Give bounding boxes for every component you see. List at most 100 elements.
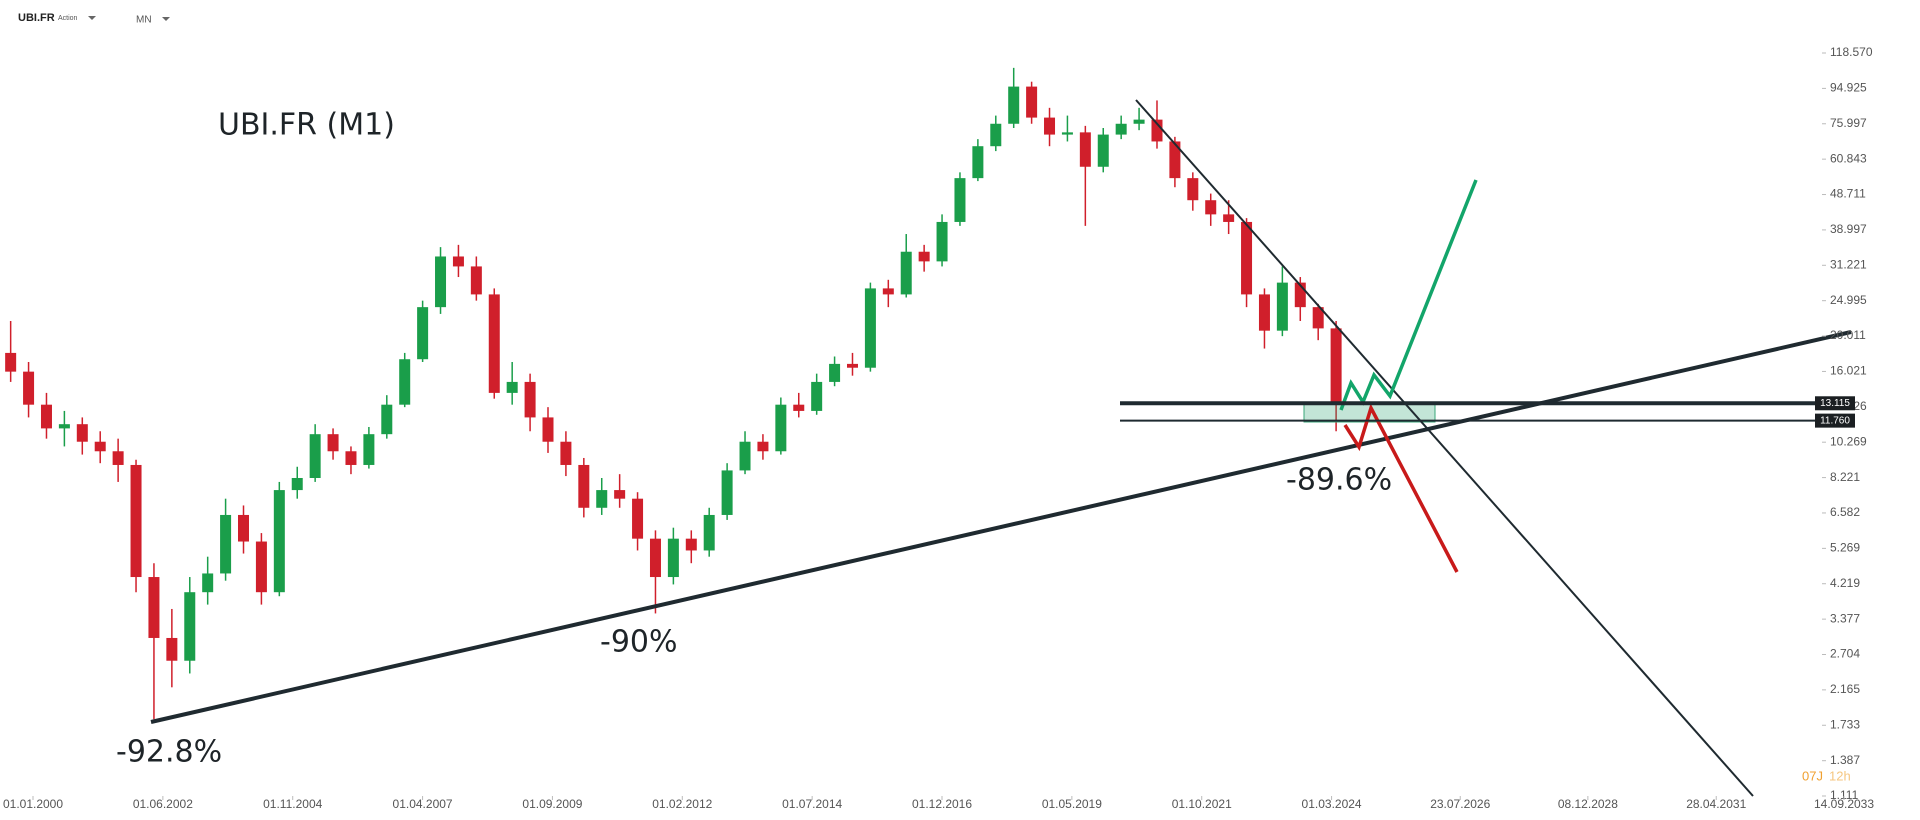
candle-body [309, 434, 321, 478]
candle-body [1061, 132, 1073, 135]
instrument-kind: Action [58, 15, 78, 22]
candle-body [667, 538, 679, 578]
candle-body [1026, 86, 1038, 118]
candle-body [703, 514, 715, 551]
timeframe[interactable]: MN [136, 15, 152, 26]
candle-body [1330, 328, 1342, 405]
candle-body [1276, 282, 1288, 331]
x-tick-label: 28.04.2031 [1686, 797, 1746, 811]
chart-title: UBI.FR (M1) [218, 108, 395, 143]
candle-body [23, 371, 35, 405]
candle-body [954, 178, 966, 222]
candle-body [1187, 178, 1199, 201]
y-tick-label: 20.011 [1830, 328, 1866, 342]
x-tick-label: 08.12.2028 [1558, 797, 1618, 811]
candle-body [864, 288, 876, 368]
x-tick-label: 01.03.2024 [1302, 797, 1362, 811]
candle-body [220, 514, 232, 574]
candle-body [990, 123, 1002, 147]
candle-body [846, 363, 858, 368]
resistance-trendline [1135, 99, 1754, 797]
drawings [150, 99, 1852, 797]
dropdown-caret[interactable] [162, 17, 170, 21]
x-tick-label: 01.10.2021 [1172, 797, 1232, 811]
candle-body [649, 538, 661, 578]
y-tick-label: 118.570 [1830, 45, 1873, 59]
y-tick-label: 75.997 [1830, 116, 1867, 130]
price-tag-label: 13.115 [1820, 398, 1850, 409]
candle-body [918, 251, 930, 262]
price-tag [1815, 413, 1855, 428]
countdown: 07J [1802, 768, 1823, 783]
y-tick-label: 2.704 [1830, 647, 1860, 661]
y-tick-label: 94.925 [1830, 81, 1867, 95]
candle-body [829, 363, 841, 382]
price-tag-label: 11.760 [1820, 415, 1850, 426]
candle-body [291, 477, 303, 491]
candle-body [94, 441, 106, 452]
symbol[interactable]: UBI.FR [18, 12, 55, 24]
y-tick-label: 1.387 [1830, 753, 1860, 767]
x-tick-label: 23.07.2026 [1430, 797, 1490, 811]
y-tick-label: 1.111 [1830, 788, 1859, 802]
candle-body [757, 441, 769, 452]
candle-body [685, 538, 697, 551]
candle-body [148, 577, 160, 638]
candle-body [273, 490, 285, 593]
annotation: -89.6% [1286, 463, 1392, 498]
candle-body [417, 307, 429, 360]
x-tick-label: 01.05.2019 [1042, 797, 1102, 811]
candle-body [1312, 307, 1324, 329]
countdown: 12h [1829, 768, 1851, 783]
support-trendline [150, 330, 1852, 724]
candle-body [775, 404, 787, 452]
candle-body [255, 541, 267, 593]
dropdown-caret[interactable] [88, 16, 96, 20]
candle-body [202, 573, 214, 593]
candle-body [614, 490, 626, 499]
x-tick-label: 01.02.2012 [652, 797, 712, 811]
candle-body [1115, 123, 1127, 135]
candle-body [721, 470, 733, 515]
candle-body [542, 417, 554, 442]
candle-body [1205, 200, 1217, 215]
toolbar[interactable]: UBI.FR Action MN [18, 12, 170, 26]
candle-body [238, 514, 250, 542]
price-tag [1815, 396, 1855, 411]
candle-body [596, 490, 608, 508]
y-tick-label: 24.995 [1830, 293, 1867, 307]
candle-body [793, 404, 805, 411]
candle-body [900, 251, 912, 295]
candle-body [381, 404, 393, 435]
candle-body [40, 404, 52, 429]
candle-body [739, 441, 751, 471]
candle-body [1097, 134, 1109, 167]
candle-body [470, 266, 482, 295]
candle-body [578, 464, 590, 508]
candle-body [5, 352, 17, 372]
candle-body [1133, 119, 1145, 124]
annotation: -92.8% [116, 735, 222, 770]
candle-body [452, 256, 464, 267]
x-tick-label: 01.07.2014 [782, 797, 842, 811]
x-tick-label: 14.09.2033 [1814, 797, 1874, 811]
y-tick-label: 3.377 [1830, 611, 1860, 625]
candle-body [882, 288, 894, 295]
candle-body [936, 221, 948, 262]
candle-body [1008, 86, 1020, 124]
candle-body [972, 146, 984, 179]
candle-body [345, 451, 357, 465]
x-tick-label: 01.01.2000 [3, 797, 63, 811]
candle-body [130, 464, 142, 578]
x-tick-label: 01.04.2007 [393, 797, 453, 811]
x-tick-label: 01.06.2002 [133, 797, 193, 811]
candle-body [488, 294, 500, 393]
candle-body [1258, 294, 1270, 331]
y-tick-label: 38.997 [1830, 222, 1867, 236]
candle-body [632, 498, 644, 539]
y-tick-label: 60.843 [1830, 151, 1867, 165]
candle-body [560, 441, 572, 465]
candle-body [811, 381, 823, 411]
